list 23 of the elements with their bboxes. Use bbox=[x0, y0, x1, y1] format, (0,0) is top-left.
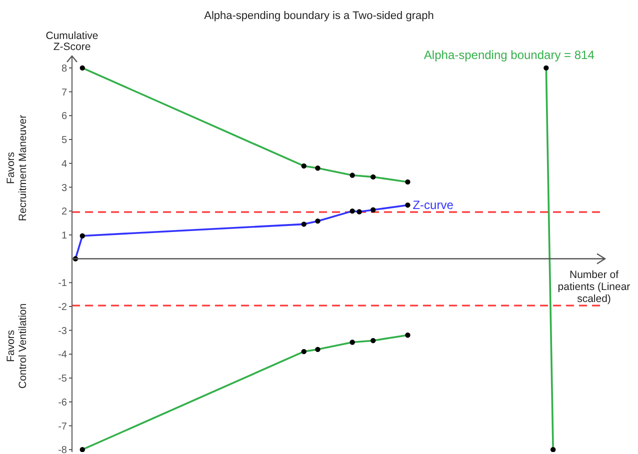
y-tick-label: -1 bbox=[58, 278, 68, 290]
y-tick-label: -6 bbox=[58, 397, 68, 408]
text: Favors Control Ventilation bbox=[5, 302, 29, 390]
y-tick-label: -2 bbox=[58, 302, 68, 314]
series-label: Z-curve bbox=[412, 198, 454, 212]
chart-title: Alpha-spending boundary is a Two-sided graph bbox=[203, 10, 435, 22]
y-tick-label: 7 bbox=[61, 87, 68, 98]
y-tick-label: -8 bbox=[58, 445, 68, 454]
y-tick-label: 3 bbox=[61, 182, 68, 194]
y-axis-title: Cumulative Z-Score bbox=[44, 30, 100, 53]
text: Alpha-spending boundary = 814 bbox=[424, 48, 595, 62]
y-tick-label: 8 bbox=[61, 63, 68, 74]
y-tick-label: 5 bbox=[61, 135, 68, 146]
y-tick-label: 1 bbox=[61, 230, 68, 242]
y-tick-label: -4 bbox=[58, 350, 68, 361]
y-tick-label: -7 bbox=[58, 421, 68, 432]
y-tick-label: 6 bbox=[61, 111, 68, 122]
y-tick-label: -5 bbox=[58, 374, 68, 385]
x-axis-title: Number of patients (Linear scaled) bbox=[556, 268, 632, 305]
y-tick-label: -3 bbox=[58, 326, 68, 337]
y-tick-label: 4 bbox=[61, 158, 68, 170]
text: Favors Recruitment Maneuver bbox=[5, 113, 29, 223]
y-tick-label: 2 bbox=[61, 206, 68, 218]
